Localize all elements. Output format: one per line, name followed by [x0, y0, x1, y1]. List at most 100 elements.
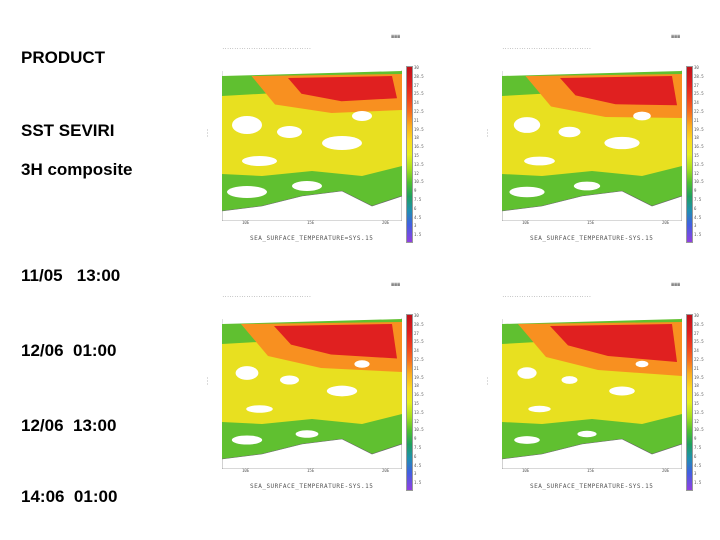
colorbar-ticks: 30 28.5 27 25.5 24 22.5 21 19.5 18 16.5 15 13.5 12 10…	[414, 64, 428, 240]
x-tick-label: 20E	[662, 468, 670, 473]
colorbar-tick-label: 13.5	[694, 161, 704, 167]
sst-map-panel-1: ≡≡≡ ·····································…	[200, 30, 430, 245]
x-tick-label: 10E	[522, 220, 530, 225]
colorbar-tick-label: 12	[414, 170, 419, 176]
colorbar-tick-label: 10.5	[694, 179, 704, 185]
cloud-mask	[352, 111, 372, 121]
colorbar-tick-label: 28.5	[694, 73, 704, 79]
colorbar-tick-label: 21	[694, 117, 699, 123]
colorbar-tick-label: 18	[414, 383, 419, 389]
colorbar-tick-label: 10.5	[414, 179, 424, 185]
colorbar-tick-label: 30	[414, 65, 419, 70]
map-footer: SEA_SURFACE_TEMPERATURE=SYS.15	[250, 235, 374, 242]
colorbar-tick-label: 12	[694, 418, 699, 424]
hot-sst-region	[274, 324, 397, 359]
colorbar-tick-label: 1.5	[694, 480, 702, 486]
land-region	[502, 304, 682, 322]
map-logo: ≡≡≡	[670, 34, 680, 40]
cloud-mask	[292, 181, 322, 191]
colorbar-tick-label: 7.5	[694, 196, 702, 202]
colorbar-tick-label: 7.5	[414, 444, 422, 450]
colorbar-tick-label: 16.5	[414, 144, 424, 150]
hot-sst-region	[550, 324, 677, 362]
colorbar-tick-label: 13.5	[694, 409, 704, 415]
colorbar-tick-label: 9	[414, 188, 417, 194]
map-header-text: ·····································	[222, 294, 312, 299]
colorbar-tick-label: 1.5	[694, 232, 702, 238]
colorbar-ticks: 30 28.5 27 25.5 24 22.5 21 19.5 18 16.5 15 13.5 12 10…	[694, 312, 708, 488]
colorbar-tick-label: 10.5	[694, 427, 704, 433]
map-logo: ≡≡≡	[670, 282, 680, 288]
colorbar-tick-label: 4.5	[414, 214, 422, 220]
colorbar-tick-label: 18	[694, 135, 699, 141]
colorbar-tick-label: 9	[694, 188, 697, 194]
colorbar	[406, 66, 413, 243]
colorbar-tick-label: 6	[694, 205, 697, 211]
cloud-mask	[295, 430, 319, 438]
cloud-mask	[635, 360, 649, 368]
colorbar-tick-label: 16.5	[694, 392, 704, 398]
cloud-mask	[577, 430, 597, 438]
y-axis-label: ···	[485, 128, 492, 138]
x-tick-label: 15E	[307, 220, 315, 225]
colorbar-tick-label: 6	[694, 453, 697, 459]
x-tick-label: 20E	[382, 468, 390, 473]
y-axis-label: ···	[205, 376, 212, 386]
colorbar-tick-label: 19.5	[694, 126, 704, 132]
y-axis-label: ···	[485, 376, 492, 386]
x-tick-label: 15E	[307, 468, 315, 473]
colorbar-tick-label: 25.5	[414, 91, 424, 97]
colorbar-tick-label: 15	[694, 400, 699, 406]
colorbar	[686, 66, 693, 243]
land-region	[502, 56, 682, 74]
colorbar-tick-label: 3	[414, 471, 417, 477]
colorbar-tick-label: 15	[414, 400, 419, 406]
cloud-mask	[322, 136, 362, 150]
cloud-mask	[227, 186, 267, 198]
colorbar-ticks: 30 28.5 27 25.5 24 22.5 21 19.5 18 16.5 15 13.5 12 10…	[414, 312, 428, 488]
colorbar-tick-label: 25.5	[694, 91, 704, 97]
sst-map	[502, 56, 682, 221]
land-region	[222, 304, 402, 322]
colorbar-tick-label: 19.5	[414, 374, 424, 380]
coastline	[502, 438, 682, 469]
colorbar-tick-label: 4.5	[694, 462, 702, 468]
colorbar-tick-label: 22.5	[694, 356, 704, 362]
map-header-text: ·····································	[222, 46, 312, 51]
cloud-mask	[277, 126, 302, 138]
cloud-mask	[231, 435, 263, 445]
colorbar-tick-label: 3	[414, 223, 417, 229]
cloud-mask	[235, 366, 259, 380]
colorbar-tick-label: 19.5	[694, 374, 704, 380]
cloud-mask	[558, 126, 581, 138]
cloud-mask	[246, 405, 273, 413]
colorbar-tick-label: 25.5	[694, 339, 704, 345]
x-axis-ticks: 10E 15E 20E	[502, 220, 682, 228]
colorbar-tick-label: 16.5	[694, 144, 704, 150]
x-axis-ticks: 10E 15E 20E	[222, 468, 402, 476]
colorbar-tick-label: 24	[694, 100, 699, 106]
cloud-mask	[513, 117, 541, 133]
colorbar-tick-label: 24	[414, 348, 419, 354]
colorbar-tick-label: 27	[694, 330, 699, 336]
x-axis-ticks: 10E 15E 20E	[502, 468, 682, 476]
colorbar-tick-label: 4.5	[414, 462, 422, 468]
map-header-text: ·····································	[502, 294, 592, 299]
map-logo: ≡≡≡	[390, 282, 400, 288]
colorbar-tick-label: 7.5	[694, 444, 702, 450]
y-axis-label: ···	[205, 128, 212, 138]
cloud-mask	[561, 376, 578, 384]
colorbar-tick-label: 27	[414, 330, 419, 336]
colorbar-tick-label: 13.5	[414, 409, 424, 415]
sst-map	[222, 56, 402, 221]
cloud-mask	[633, 111, 651, 121]
sst-map-panel-3: ≡≡≡ ·····································…	[200, 278, 430, 493]
cloud-mask	[524, 156, 555, 166]
colorbar-tick-label: 4.5	[694, 214, 702, 220]
colorbar-tick-label: 6	[414, 453, 417, 459]
colorbar-tick-label: 12	[694, 170, 699, 176]
colorbar-tick-label: 27	[414, 82, 419, 88]
cloud-mask	[609, 386, 635, 396]
coastline	[222, 190, 402, 221]
colorbar-tick-label: 22.5	[694, 108, 704, 114]
